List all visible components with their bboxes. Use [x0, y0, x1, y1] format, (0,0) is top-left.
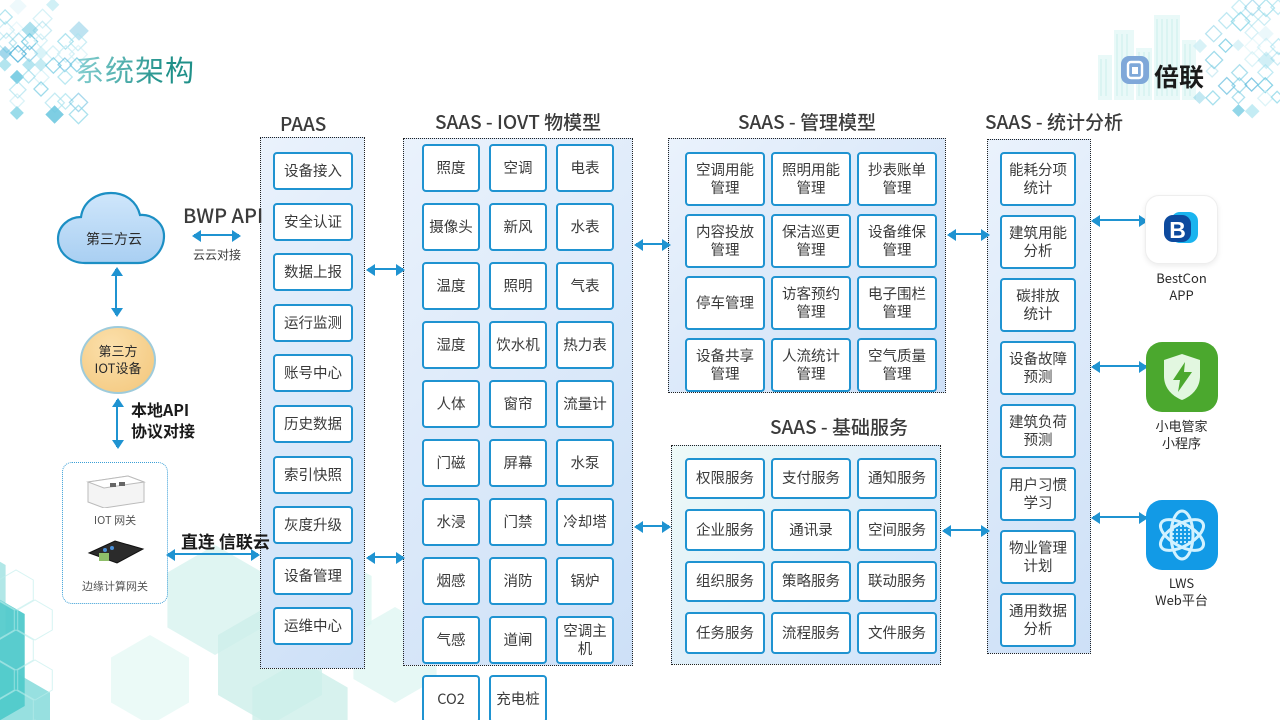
svg-text:B: B	[1169, 217, 1186, 243]
